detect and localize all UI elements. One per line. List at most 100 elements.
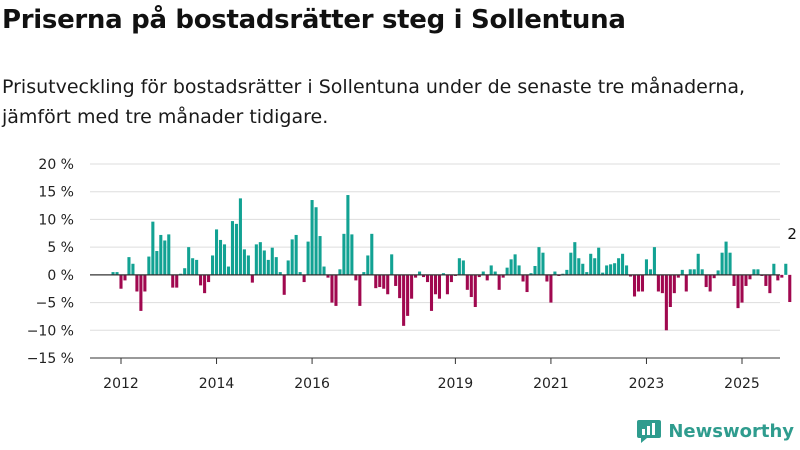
bar (242, 249, 246, 275)
bar (752, 269, 756, 275)
bar (322, 266, 326, 275)
bar (342, 233, 346, 275)
bar (732, 274, 736, 286)
bar (410, 274, 414, 299)
bar (517, 265, 521, 275)
bar (724, 241, 728, 275)
bar (632, 274, 637, 297)
bar (346, 195, 350, 275)
bar (509, 259, 513, 275)
bar (238, 198, 242, 275)
bar (286, 260, 290, 275)
bar (708, 274, 712, 292)
bar (370, 233, 374, 275)
bar (171, 274, 175, 288)
y-tick-label: −5 % (36, 296, 74, 312)
y-tick-label: 5 % (47, 240, 74, 256)
x-tick-label: 2012 (103, 376, 139, 392)
bar (656, 274, 660, 292)
bar (318, 236, 322, 275)
x-tick-label: 2025 (724, 376, 760, 392)
bar (481, 271, 485, 275)
bar (573, 242, 577, 275)
bar (521, 274, 525, 282)
bar (119, 274, 123, 289)
bar (246, 255, 250, 275)
bar (609, 264, 613, 275)
x-axis: 2012 2014 2016 2019 2021 2023 2025 (90, 274, 780, 392)
y-axis-labels: 20 % 15 % 10 % 5 % 0 % −5 % −10 % −15 % (27, 157, 74, 367)
bar (469, 274, 473, 298)
bar (378, 274, 382, 288)
chart-subtitle: Prisutveckling för bostadsrätter i Solle… (2, 76, 746, 128)
bar (696, 253, 700, 275)
bar (155, 251, 159, 275)
bar (278, 272, 282, 275)
bar (768, 274, 772, 294)
bar (314, 207, 318, 275)
bar (660, 274, 664, 294)
bar (234, 223, 238, 275)
bar (553, 271, 557, 275)
bar (191, 258, 195, 275)
bar (258, 242, 262, 275)
bar (262, 250, 266, 275)
bar (449, 274, 453, 283)
bar (203, 274, 207, 294)
bar (270, 247, 274, 275)
bar (215, 229, 219, 275)
bar (788, 274, 792, 303)
bar (716, 270, 720, 275)
bar (704, 274, 708, 288)
bar (127, 257, 131, 275)
bar (195, 259, 199, 275)
bar (605, 265, 609, 275)
bar (402, 274, 406, 326)
bar (175, 274, 179, 288)
bar (489, 265, 493, 275)
bar (266, 259, 270, 275)
bar (700, 269, 704, 275)
bar (617, 258, 621, 275)
last-value-label: 2 % (787, 225, 800, 243)
annotations: 2 % (787, 225, 800, 243)
bar (159, 234, 163, 275)
x-tick-label: 2014 (199, 376, 235, 392)
bar (282, 274, 286, 295)
bar (274, 257, 278, 275)
bar (230, 221, 234, 275)
bar (629, 274, 633, 277)
bar (437, 274, 441, 299)
bar (250, 274, 254, 283)
bar (585, 272, 589, 275)
bar (601, 272, 605, 275)
bar (310, 200, 314, 275)
bar (350, 234, 354, 275)
bar (306, 241, 310, 275)
bar (744, 274, 748, 286)
bar (211, 255, 215, 275)
bar (222, 244, 227, 275)
bar (549, 274, 553, 303)
bar (664, 274, 668, 331)
bar (390, 254, 394, 275)
bar (334, 274, 338, 306)
bar (776, 274, 780, 281)
bar (648, 269, 652, 275)
bar (597, 247, 601, 275)
y-tick-label: 10 % (38, 212, 74, 228)
bar (640, 274, 645, 292)
bar (330, 274, 334, 303)
bar (461, 260, 465, 275)
bar (668, 274, 672, 308)
bar (294, 234, 298, 275)
bar (414, 274, 418, 278)
bar (123, 274, 127, 281)
bar (501, 274, 505, 278)
bar (457, 258, 461, 275)
bar (425, 274, 430, 283)
bar (302, 274, 306, 283)
bar (684, 274, 688, 292)
bar (672, 274, 676, 294)
